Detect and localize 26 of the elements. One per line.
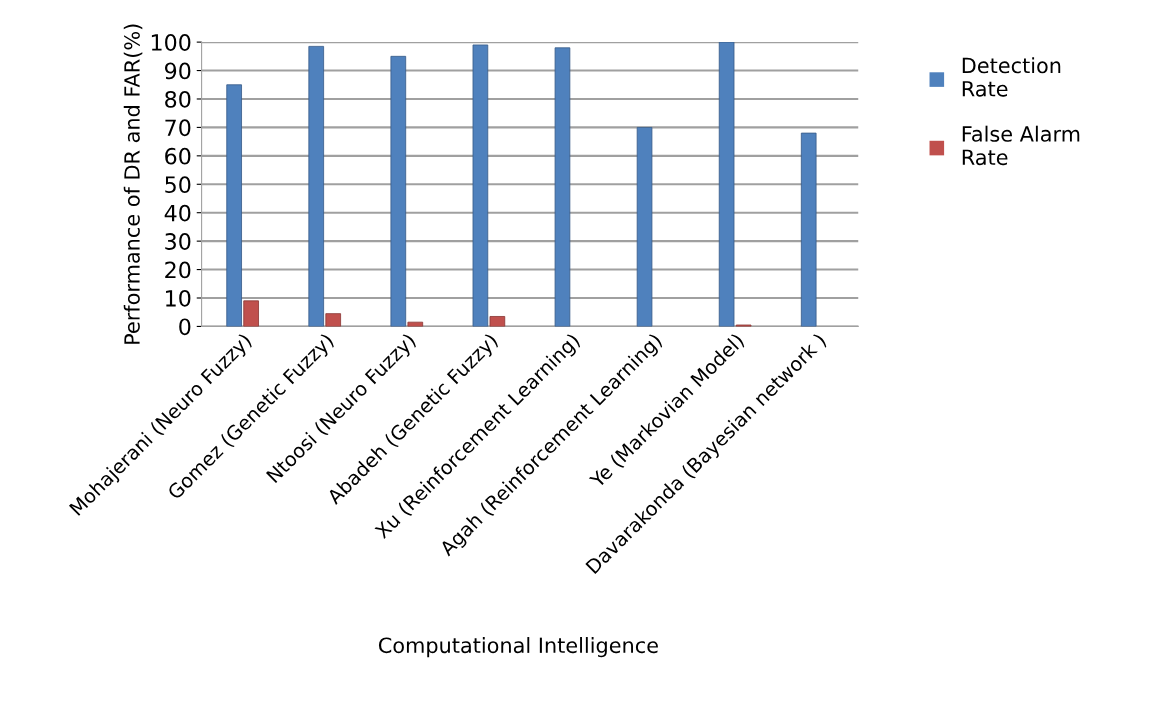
bar — [308, 45, 325, 327]
y-tick-label: 0 — [179, 318, 191, 336]
y-tick-label: 60 — [165, 147, 191, 165]
y-tick-label: 90 — [165, 62, 191, 80]
bar — [800, 132, 817, 327]
y-tick-label: 30 — [165, 233, 191, 250]
y-tick-label: 70 — [165, 119, 191, 137]
y-tick-label: 50 — [165, 176, 191, 194]
y-axis-title: Performance of DR and FAR(%) — [123, 24, 143, 344]
bar — [554, 47, 571, 327]
legend-label: Detection Rate — [962, 57, 1061, 97]
y-tick-label: 40 — [164, 204, 191, 222]
bar — [636, 126, 653, 327]
y-tick-label: 20 — [165, 261, 191, 279]
bar — [226, 84, 242, 327]
y-tick-label: 80 — [165, 90, 191, 108]
bar — [489, 316, 506, 327]
y-tick-label: 10 — [166, 289, 191, 307]
bar — [472, 44, 489, 327]
bar — [390, 55, 407, 327]
bar — [325, 313, 342, 327]
legend-label: False Alarm Rate — [962, 125, 1080, 166]
y-tick-label: 100 — [151, 34, 191, 51]
bar — [718, 42, 735, 327]
bar — [243, 300, 259, 327]
x-axis-title: Computational Intelligence — [378, 637, 658, 658]
